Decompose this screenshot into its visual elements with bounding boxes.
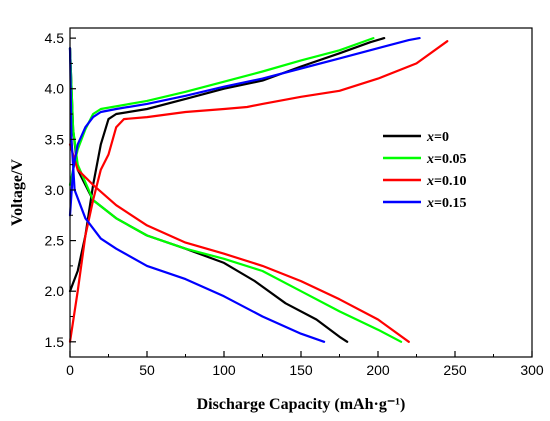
series-line-x-0-05-discharge xyxy=(68,47,403,343)
plot-frame xyxy=(69,27,533,358)
series-line-x-0-charge xyxy=(68,37,386,293)
y-tick-label: 4.0 xyxy=(45,81,65,97)
x-tick-label: 50 xyxy=(139,362,155,378)
legend-label-x-0: x=0 xyxy=(426,130,449,145)
legend-label-x-0-10: x=0.10 xyxy=(426,174,466,189)
y-tick-label: 3.0 xyxy=(45,182,65,198)
series-line-x-0-15-charge xyxy=(68,37,421,217)
x-tick-label: 250 xyxy=(443,362,467,378)
y-axis-title: Voltage/V xyxy=(9,159,26,226)
y-tick-label: 2.5 xyxy=(45,233,65,249)
x-tick-label: 100 xyxy=(212,362,236,378)
y-tick-label: 4.5 xyxy=(45,30,65,46)
x-tick-label: 0 xyxy=(66,362,74,378)
y-tick-label: 1.5 xyxy=(45,334,65,350)
legend-label-x-0-05: x=0.05 xyxy=(426,152,466,167)
x-tick-label: 300 xyxy=(520,362,544,378)
x-tick-label: 150 xyxy=(289,362,313,378)
y-tick-label: 2.0 xyxy=(45,283,65,299)
series-line-x-0-15-discharge xyxy=(68,47,326,343)
x-axis-title: Discharge Capacity (mAh·g⁻¹) xyxy=(197,396,406,413)
y-tick-label: 3.5 xyxy=(45,131,65,147)
series-line-x-0-10-discharge xyxy=(68,143,410,343)
legend: x=0 x=0.05 x=0.10 x=0.15 xyxy=(383,130,466,211)
series-line-x-0-10-charge xyxy=(68,40,449,343)
plot-lines xyxy=(68,37,449,343)
legend-label-x-0-15: x=0.15 xyxy=(426,196,466,211)
series-line-x-0-05-charge xyxy=(68,37,375,186)
tick-labels: 0 50 100 150 200 250 300 1.5 2.0 2.5 3.0 3.5 4.0 4.5 xyxy=(45,30,544,378)
x-tick-label: 200 xyxy=(366,362,390,378)
axis-ticks xyxy=(69,37,533,357)
